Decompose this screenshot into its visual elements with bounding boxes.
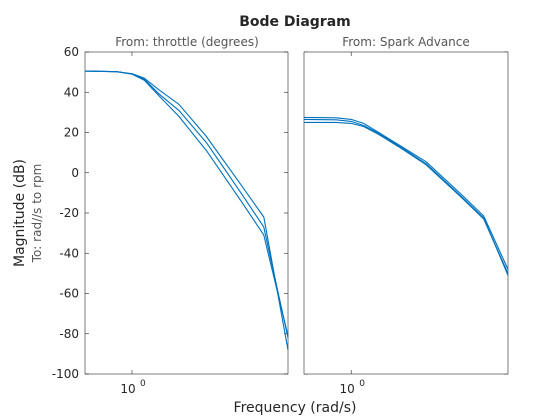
plot-area-spark (303, 51, 509, 375)
y-tick-label-2: 20 (64, 126, 79, 140)
panel-title-throttle: From: throttle (degrees) (115, 35, 259, 49)
x-axis-ticks-spark: 10 0 (340, 52, 365, 396)
series-line-p1-1 (303, 118, 509, 276)
x-tick-label-p0-0: 10 (120, 382, 135, 396)
series-lines-spark (303, 116, 509, 276)
y-tick-label-5: -40 (59, 246, 79, 260)
y-axis-label: Magnitude (dB) (12, 159, 28, 267)
y-tick-label-7: -80 (59, 327, 79, 341)
y-tick-label-1: 40 (64, 85, 79, 99)
panel-title-spark: From: Spark Advance (342, 35, 470, 49)
chart-title: Bode Diagram (239, 14, 351, 30)
x-tick-exp-p1-0: 0 (359, 379, 365, 389)
series-lines-throttle (84, 70, 289, 350)
x-tick-exp-p0-0: 0 (140, 379, 146, 389)
series-line-p1-2 (303, 116, 509, 270)
y-tick-label-4: -20 (59, 206, 79, 220)
y-tick-label-3: 0 (71, 166, 79, 180)
x-axis-label: Frequency (rad/s) (234, 400, 357, 416)
series-line-p1-0 (304, 121, 509, 274)
y-tick-label-8: -100 (52, 367, 79, 381)
x-tick-label-p1-0: 10 (340, 382, 355, 396)
y-tick-label-6: -60 (59, 287, 79, 301)
series-line-p0-2 (84, 70, 289, 350)
row-label: To: rad//s to rpm (30, 164, 44, 264)
plot-area-throttle (84, 51, 289, 375)
y-tick-label-0: 60 (64, 45, 79, 59)
x-axis-ticks-throttle: 10 0 (120, 52, 146, 396)
y-axis-ticks: 60 40 20 0 -20 -40 -60 -80 -100 (52, 45, 508, 381)
